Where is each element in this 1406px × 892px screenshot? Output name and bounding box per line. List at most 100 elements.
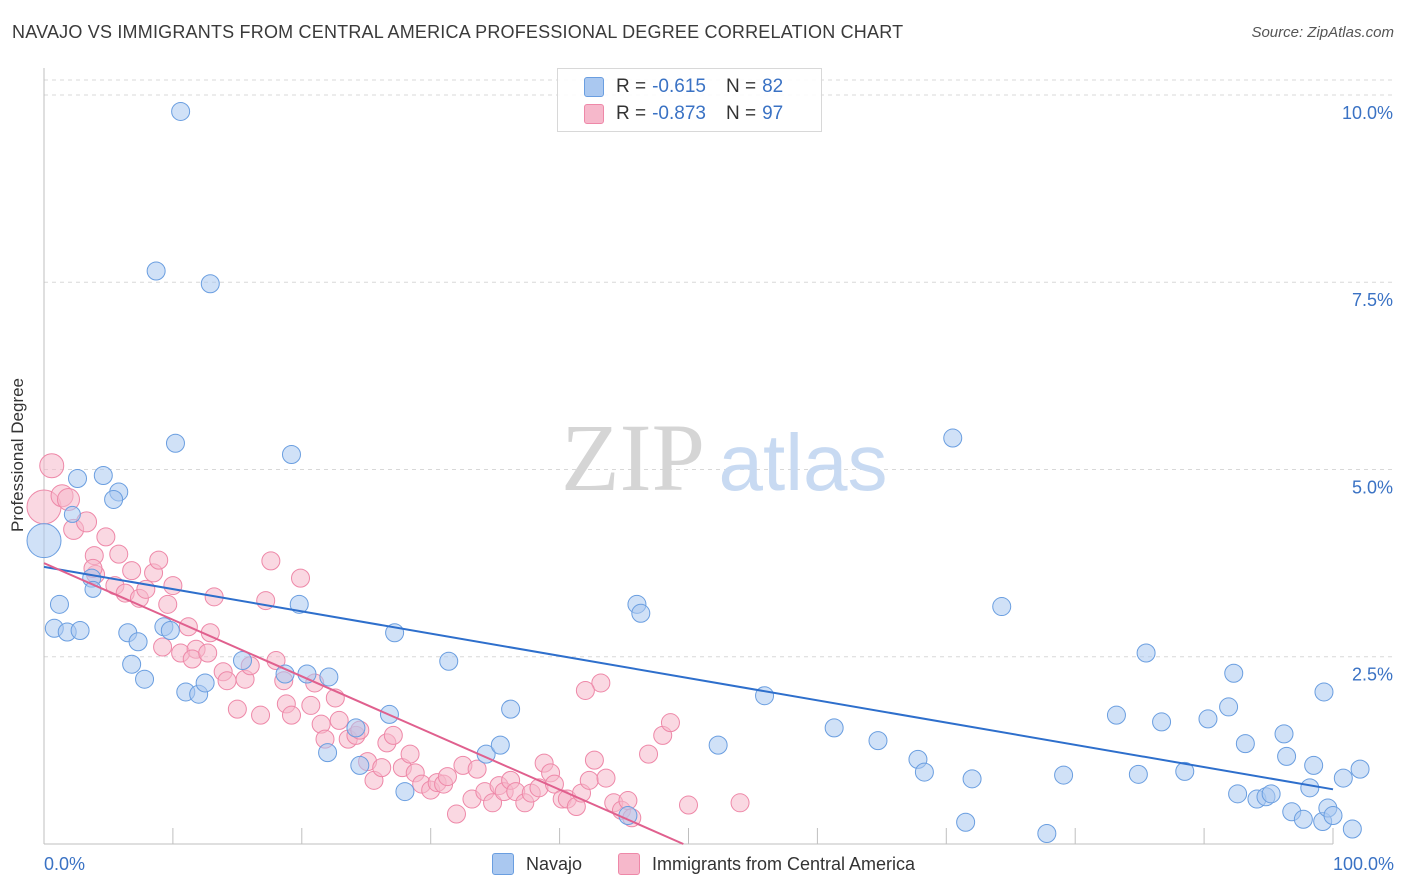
navajo-point: [171, 101, 191, 121]
immigrants-point: [109, 544, 129, 564]
navajo-point: [93, 465, 113, 485]
source-label: Source: ZipAtlas.com: [1251, 24, 1394, 41]
immigrants-point: [227, 699, 247, 719]
navajo-point: [160, 621, 180, 641]
immigrants-point: [639, 744, 659, 764]
y-tick-label: 7.5%: [1352, 290, 1393, 310]
navajo-point: [289, 594, 309, 614]
navajo-point: [319, 667, 339, 687]
y-tick-label: 2.5%: [1352, 665, 1393, 685]
navajo-point: [962, 769, 982, 789]
watermark-zip: ZIP: [561, 404, 705, 511]
immigrants-point: [217, 671, 237, 691]
immigrants-point: [301, 695, 321, 715]
chart-title: NAVAJO VS IMMIGRANTS FROM CENTRAL AMERIC…: [12, 22, 904, 42]
navajo-point: [1228, 784, 1248, 804]
navajo-r-value: -0.615: [652, 76, 706, 97]
navajo-point: [1037, 824, 1057, 844]
navajo-point: [68, 468, 88, 488]
navajo-point: [165, 433, 185, 453]
navajo-point: [1136, 643, 1156, 663]
y-tick-label: 5.0%: [1352, 477, 1393, 497]
bottom-legend-immigrants: Immigrants from Central America: [618, 852, 915, 876]
navajo-point: [49, 594, 69, 614]
navajo-point: [195, 673, 215, 693]
n-label: N =: [725, 103, 757, 124]
navajo-point: [233, 650, 253, 670]
trend-lines: [43, 562, 1334, 845]
navajo-point: [1274, 724, 1294, 744]
navajo-point: [943, 428, 963, 448]
immigrants-point: [400, 744, 420, 764]
navajo-point: [956, 812, 976, 832]
navajo-point: [1054, 765, 1074, 785]
r-label: R =: [616, 76, 647, 97]
navajo-point: [1261, 784, 1281, 804]
navajo-point: [1175, 761, 1195, 781]
x-tick-label-max: 100.0%: [1333, 854, 1394, 874]
immigrants-point: [158, 594, 178, 614]
navajo-point: [346, 718, 366, 738]
navajo-n-value: 82: [762, 76, 784, 97]
navajo-point: [146, 261, 166, 281]
navajo-legend-swatch: [492, 853, 514, 875]
navajo-point: [1333, 768, 1353, 788]
immigrants-point: [163, 576, 183, 596]
navajo-point: [439, 651, 459, 671]
navajo-point: [992, 597, 1012, 617]
y-tick-label: 10.0%: [1342, 103, 1393, 123]
navajo-point: [1224, 663, 1244, 683]
navajo-point: [350, 755, 370, 775]
navajo-point: [1198, 709, 1218, 729]
immigrants-legend-label: Immigrants from Central America: [652, 853, 916, 874]
navajo-point: [501, 699, 521, 719]
watermark-atlas: atlas: [719, 418, 888, 507]
bottom-legend-navajo: Navajo: [492, 852, 582, 876]
immigrants-point: [96, 527, 116, 547]
immigrants-point: [383, 725, 403, 745]
r-label: R =: [616, 103, 647, 124]
immigrants-point: [467, 759, 487, 779]
navajo-point: [122, 654, 142, 674]
navajo-point: [1277, 746, 1297, 766]
immigrants-point: [76, 511, 98, 533]
navajo-point: [490, 735, 510, 755]
n-label: N =: [725, 76, 757, 97]
immigrants-r-value: -0.873: [652, 103, 706, 124]
navajo-point: [1314, 682, 1334, 702]
navajo-point: [275, 664, 295, 684]
navajo-point: [1304, 755, 1324, 775]
immigrants-trend-line: [43, 562, 684, 845]
navajo-point: [281, 445, 301, 465]
navajo-point: [1219, 697, 1239, 717]
navajo-point: [1106, 705, 1126, 725]
navajo-swatch: [584, 77, 604, 97]
immigrants-point: [660, 713, 680, 733]
immigrants-point: [596, 768, 616, 788]
immigrants-point: [679, 795, 698, 815]
correlation-legend: R = -0.615 N = 82 R = -0.873 N = 97: [557, 68, 822, 132]
immigrants-point: [730, 793, 750, 813]
immigrants-point: [372, 758, 392, 778]
navajo-point: [708, 735, 728, 755]
immigrants-point: [579, 770, 599, 790]
immigrants-point: [437, 767, 457, 787]
navajo-point: [70, 621, 90, 641]
immigrants-point: [575, 680, 595, 700]
immigrants-point: [281, 705, 301, 725]
navajo-point: [200, 274, 220, 294]
legend-row-immigrants: R = -0.873 N = 97: [584, 102, 783, 126]
navajo-point: [868, 731, 888, 751]
immigrants-point: [584, 750, 604, 770]
navajo-points: [26, 101, 1370, 844]
navajo-point: [63, 505, 81, 523]
navajo-point: [1300, 778, 1320, 798]
immigrants-n-value: 97: [762, 103, 784, 124]
grid-lines: [44, 79, 1395, 658]
navajo-point: [1152, 712, 1172, 732]
navajo-point: [1350, 759, 1370, 779]
immigrants-point: [39, 453, 65, 479]
navajo-point: [395, 782, 415, 802]
navajo-point: [1323, 806, 1343, 826]
watermark: ZIP atlas: [561, 404, 887, 511]
